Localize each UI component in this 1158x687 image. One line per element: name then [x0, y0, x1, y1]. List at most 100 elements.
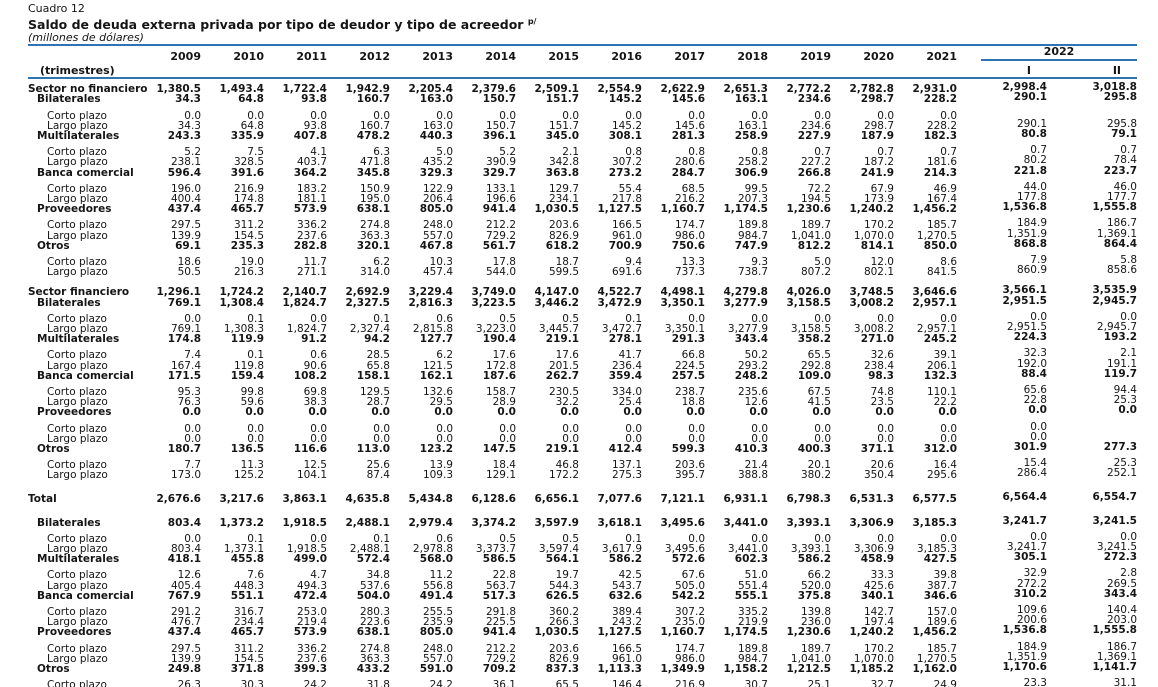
value-cell: 0.0: [688, 532, 705, 545]
value-cell: 3,018.8: [1092, 81, 1137, 94]
value-cell: 140.4: [1106, 604, 1137, 617]
value-cell: 465.7: [230, 626, 264, 639]
value-cell: 291.3: [671, 333, 705, 346]
value-cell: 1,174.5: [723, 626, 768, 639]
value-cell: 602.3: [734, 553, 768, 566]
value-cell: 0.0: [373, 422, 390, 435]
value-cell: 769.1: [167, 296, 201, 309]
value-cell: 1,270.5: [916, 229, 957, 242]
value-cell: 41.5: [807, 396, 831, 409]
value-cell: 738.7: [737, 266, 768, 279]
value-cell: 2,815.8: [412, 322, 453, 335]
row-label: Otros: [37, 239, 70, 252]
value-cell: 3,566.1: [1002, 284, 1047, 297]
value-cell: 3,749.0: [471, 286, 516, 299]
value-cell: 3,008.2: [853, 322, 894, 335]
value-cell: 235.3: [230, 239, 264, 252]
table-row-total-por-acreedor: Otros 249.8 371.8 399.3 433.2 591.0 709.2 837.3…: [28, 662, 1137, 676]
value-cell: 280.3: [359, 606, 390, 619]
value-cell: 0.0: [877, 312, 894, 325]
value-cell: 0.1: [247, 532, 264, 545]
value-cell: 132.6: [422, 385, 453, 398]
value-cell: 2,622.9: [660, 83, 705, 96]
value-cell: 342.8: [548, 156, 579, 169]
value-cell: 3,277.9: [727, 322, 768, 335]
value-cell: 307.2: [611, 156, 642, 169]
quarter-header-row: (trimestres) I II: [28, 63, 1137, 78]
value-cell: 78.4: [1113, 154, 1137, 167]
table-row-sector-no-financiero: Otros 69.1 235.3 282.8 320.1 467.8 561.7 618.2 7…: [28, 237, 1137, 252]
value-cell: 586.2: [797, 553, 831, 566]
value-cell: 13.9: [429, 459, 453, 472]
value-cell: 42.5: [618, 569, 642, 582]
value-cell: 234.4: [233, 616, 264, 629]
value-cell: 596.4: [167, 166, 201, 179]
year-header: 2020: [863, 50, 894, 64]
value-cell: 2,998.4: [1002, 81, 1047, 94]
value-cell: 0.0: [562, 109, 579, 122]
value-cell: 0.0: [688, 422, 705, 435]
value-cell: 163.1: [734, 93, 768, 106]
value-cell: 729.2: [485, 652, 516, 665]
value-cell: 216.3: [233, 266, 264, 279]
value-cell: 196.6: [485, 192, 516, 205]
value-cell: 0.0: [310, 422, 327, 435]
value-cell: 182.3: [923, 129, 957, 142]
value-cell: 343.4: [1103, 587, 1137, 600]
value-cell: 837.3: [545, 663, 579, 676]
value-cell: 0.7: [877, 146, 894, 159]
table-row-total-por-acreedor: Corto plazo 26.3 30.3 24.2 31.8 24.2 36.1 65.5 1…: [28, 674, 1137, 687]
table-row-total-por-acreedor: Corto plazo 0.0 0.1 0.0 0.1 0.6 0.5 0.5 0.1 0.0 0.…: [28, 528, 1137, 545]
value-cell: 7,121.1: [660, 492, 705, 505]
value-cell: 69.1: [175, 239, 201, 252]
value-cell: 2,327.4: [349, 322, 390, 335]
value-cell: 305.1: [1013, 551, 1047, 564]
table-row-sector-no-financiero: Largo plazo 50.5 216.3 271.1 314.0 457.4 544.0…: [28, 265, 1137, 279]
value-cell: 237.6: [296, 652, 327, 665]
value-cell: 281.3: [671, 129, 705, 142]
value-cell: 814.1: [860, 239, 894, 252]
table-body: Sector no financiero 1,380.5 1,493.4 1,722.…: [28, 78, 1137, 687]
value-cell: 186.7: [1106, 217, 1137, 230]
value-cell: 1,456.2: [912, 203, 957, 216]
value-cell: 181.6: [926, 156, 957, 169]
value-cell: 433.2: [356, 663, 390, 676]
value-cell: 3,646.6: [912, 286, 957, 299]
value-cell: 3,241.5: [1096, 541, 1137, 554]
value-cell: 28.5: [366, 349, 390, 362]
value-cell: 167.4: [170, 359, 201, 372]
value-cell: 864.4: [1103, 237, 1137, 250]
value-cell: 25.4: [618, 396, 642, 409]
value-cell: 425.6: [863, 579, 894, 592]
value-cell: 275.3: [611, 469, 642, 482]
value-cell: 551.4: [737, 579, 768, 592]
value-cell: 472.4: [293, 589, 327, 602]
value-cell: 273.2: [608, 166, 642, 179]
value-cell: 1,230.6: [786, 203, 831, 216]
value-cell: 375.8: [797, 589, 831, 602]
value-cell: 403.7: [296, 156, 327, 169]
row-label: Bilaterales: [37, 296, 101, 309]
value-cell: 737.3: [674, 266, 705, 279]
value-cell: 984.7: [737, 229, 768, 242]
value-cell: 2,951.5: [1002, 294, 1047, 307]
value-cell: 542.2: [671, 589, 705, 602]
value-cell: 2,978.8: [412, 543, 453, 556]
value-cell: 19.7: [555, 569, 579, 582]
value-cell: 25.3: [1113, 457, 1137, 470]
value-cell: 1,456.2: [912, 626, 957, 639]
value-cell: 812.2: [797, 239, 831, 252]
value-cell: 412.4: [608, 442, 642, 455]
value-cell: 396.1: [482, 129, 516, 142]
row-label: Corto plazo: [47, 679, 107, 687]
value-cell: 986.0: [674, 652, 705, 665]
value-cell: 150.9: [359, 182, 390, 195]
value-cell: 139.9: [170, 652, 201, 665]
value-cell: 729.2: [485, 229, 516, 242]
row-label: Largo plazo: [47, 229, 108, 242]
value-cell: 50.5: [177, 266, 201, 279]
value-cell: 1,918.5: [286, 543, 327, 556]
value-cell: 1,373.2: [219, 516, 264, 529]
value-cell: 9.3: [751, 255, 768, 268]
value-cell: 826.9: [548, 652, 579, 665]
